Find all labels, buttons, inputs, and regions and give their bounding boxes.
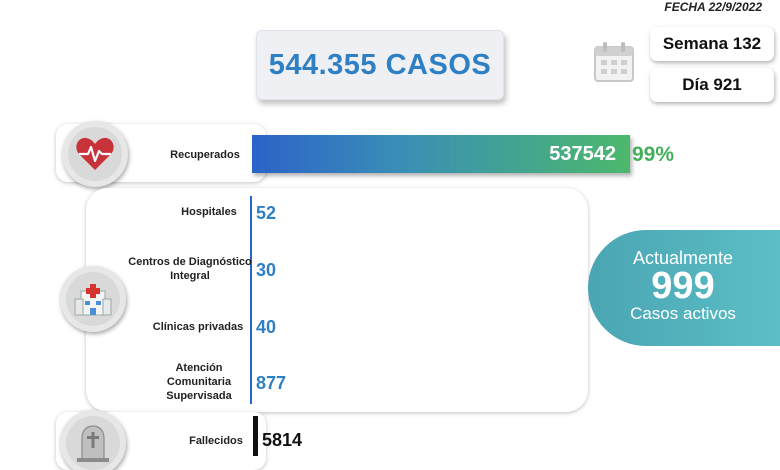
facility-value-acs: 877 [256,373,287,393]
deaths-label: Fallecidos [189,435,243,447]
recovered-value: 537542 [549,143,616,165]
facility-value-cdi: 30 [256,260,277,280]
facility-label-acs: Atención Comunitaria Supervisada [166,362,232,402]
recovered-bar: 537542 [252,135,630,173]
facility-value-clinicas: 40 [256,317,277,337]
facility-value-hospitales: 52 [256,203,277,223]
active-cases-box: Actualmente 999 Casos activos [588,230,780,346]
tombstone-icon [60,410,126,470]
active-suffix: Casos activos [630,304,736,323]
facilities-box [86,188,588,412]
hospital-icon [60,266,126,332]
heart-pulse-icon [62,121,128,187]
calendar-icon [594,42,634,82]
deaths-value: 5814 [262,430,303,450]
facility-label-cdi: Centros de Diagnóstico Integral [128,256,252,282]
report-date: FECHA 22/9/2022 [664,0,762,14]
recovered-label: Recuperados [170,149,240,161]
active-value: 999 [651,265,715,307]
week-badge: Semana 132 [650,27,774,61]
facility-label-clinicas: Clínicas privadas [152,321,244,333]
day-badge: Día 921 [650,68,774,102]
deaths-bar [253,416,258,456]
facility-label-hospitales: Hospitales [181,206,237,218]
total-cases: 544.355 CASOS [268,48,492,81]
total-cases-box: 544.355 CASOS [256,30,504,100]
recovered-percent: 99% [632,143,675,166]
active-prefix: Actualmente [632,248,734,268]
facilities-divider [250,196,252,404]
